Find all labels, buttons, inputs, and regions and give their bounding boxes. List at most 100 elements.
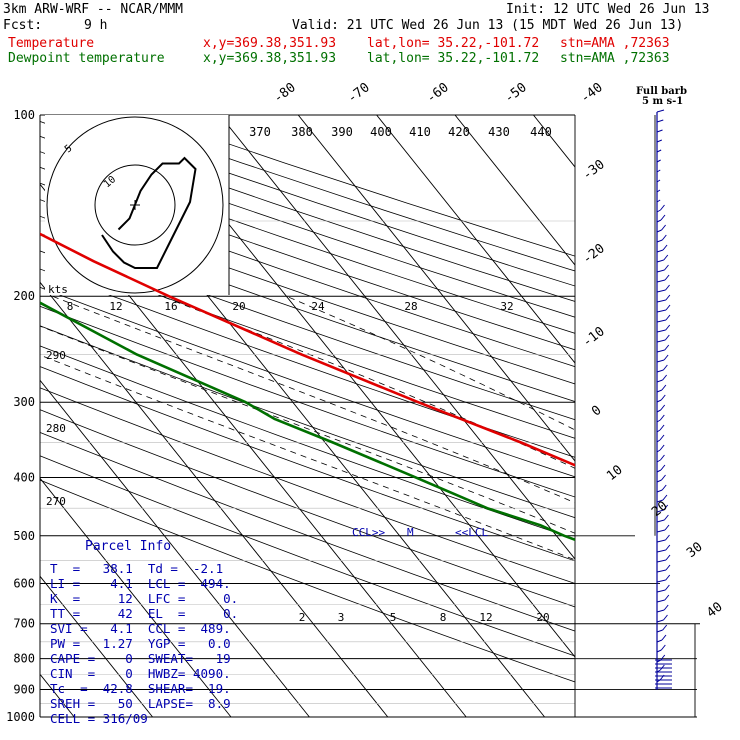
wind-barb-flag	[661, 474, 666, 481]
legend-temperature-station: stn=AMA ,72363	[560, 36, 670, 51]
pressure-tick-label: 900	[13, 682, 35, 696]
mixing-ratio-label: 3	[338, 611, 345, 624]
wind-barb-staff	[656, 239, 663, 243]
pressure-tick-label: 1000	[6, 710, 35, 724]
isotherm-line	[219, 115, 575, 560]
hodograph-speed-label: 12	[109, 300, 122, 313]
legend-dewpoint-station: stn=AMA ,72363	[560, 51, 670, 66]
isotherm-tick-label: 10	[604, 463, 626, 484]
wind-barb-flag	[659, 444, 665, 451]
theta-tick-label: 400	[370, 125, 392, 139]
isotherm-line	[297, 115, 575, 462]
legend-dewpoint-name: Dewpoint temperature	[8, 51, 165, 66]
mixing-ratio-label: 5	[390, 611, 397, 624]
wind-barb-staff	[656, 359, 665, 363]
isotherm-line	[612, 115, 740, 717]
moist-adiabat-label: 280	[46, 422, 66, 435]
parcel-row: CELL = 316/09	[50, 711, 148, 726]
parcel-row: SVI = 4.1 CCL = 489.	[50, 621, 231, 636]
wind-barb-flag	[662, 244, 668, 251]
pressure-tick-label: 600	[13, 576, 35, 590]
wind-barb-flag	[665, 544, 671, 551]
hodograph-speed-label: 8	[67, 300, 74, 313]
hodograph-speed-label: 24	[311, 300, 325, 313]
wind-barb-staff	[656, 489, 663, 493]
wind-barb-flag	[659, 424, 665, 431]
isotherm-line	[40, 379, 310, 718]
wind-barb-flag	[664, 334, 670, 341]
wind-barb-staff	[656, 609, 665, 613]
hodograph-ring	[46, 116, 224, 294]
isotherm-tick-label: -10	[580, 324, 608, 350]
init-time: Init: 12 UTC Wed 26 Jun 13	[506, 2, 710, 17]
moist-adiabat-label: 270	[46, 495, 66, 508]
wind-barb-staff	[656, 129, 663, 133]
isotherm-tick-label: 40	[704, 600, 726, 621]
wind-barb-flag	[664, 514, 669, 521]
hodograph-speed-label: 20	[232, 300, 245, 313]
wind-barb-staff	[656, 139, 663, 143]
wind-barb-staff	[656, 409, 661, 413]
wind-barb-staff	[656, 109, 665, 113]
dewpoint-profile-line	[40, 301, 575, 542]
mixing-ratio-label: 12	[479, 611, 492, 624]
model-title: 3km ARW-WRF -- NCAR/MMM	[3, 2, 184, 17]
wind-barb-staff	[656, 579, 666, 583]
theta-tick-label: 390	[331, 125, 353, 139]
wind-barb-staff	[656, 399, 662, 403]
wind-barb-flag	[659, 434, 665, 441]
parcel-row: SREH = 50 LAPSE= 8.9	[50, 696, 231, 711]
wind-barb-flag	[662, 374, 668, 381]
wind-barb-staff	[656, 249, 664, 253]
isotherm-line	[454, 115, 575, 266]
wind-barb-staff	[656, 589, 666, 593]
pressure-tick-label: 400	[13, 470, 35, 484]
moist-adiabat-line	[40, 354, 575, 561]
temperature-profile-line	[40, 232, 575, 467]
wind-barb-flag	[662, 364, 668, 371]
isotherm-tick-label: -50	[502, 80, 530, 106]
wind-barb-flag	[665, 534, 670, 541]
sounding-profiles	[40, 232, 575, 542]
wind-barb-staff	[656, 549, 666, 553]
theta-tick-label: 430	[488, 125, 510, 139]
wind-barb-flag	[660, 454, 665, 461]
parcel-info-title: Parcel Info	[85, 539, 172, 554]
wind-barb-flag	[663, 354, 669, 361]
wind-barb-flag	[660, 204, 665, 211]
mixing-ratio-line	[673, 583, 740, 717]
wind-barb-staff	[656, 119, 664, 123]
wind-barb-flag	[665, 314, 671, 321]
wind-barb-flag	[662, 624, 668, 631]
parcel-row: CAPE = 0 SWEAT= 19	[50, 651, 231, 666]
wind-barb-flag	[665, 324, 671, 331]
parcel-row: CIN = 0 HWBZ= 4090.	[50, 666, 231, 681]
isotherm-line	[40, 575, 153, 718]
wind-barb-flag	[663, 254, 669, 261]
wind-barb-flag	[661, 384, 667, 391]
isotherm-tick-label: -60	[424, 80, 452, 106]
wind-barb-flag	[661, 234, 667, 241]
mixing-ratio-line	[725, 583, 740, 717]
wind-barb-staff	[656, 309, 667, 313]
moist-adiabat-label: 290	[46, 349, 66, 362]
wind-barb-staff	[656, 219, 662, 223]
wind-barb-staff	[656, 149, 662, 153]
wind-barb-staff	[656, 349, 665, 353]
wind-barb-flag	[663, 604, 669, 611]
hodograph-speed-label: kts	[48, 283, 68, 296]
isotherm-tick-label: -80	[271, 80, 299, 106]
wind-barb-staff	[656, 469, 662, 473]
wind-barb-staff	[656, 389, 663, 393]
hodograph-ring-label: 5	[63, 143, 75, 155]
wind-barb-staff	[656, 369, 664, 373]
legend-dewpoint-latlon: lat,lon= 35.22,-101.72	[367, 51, 540, 66]
wind-barb-flag	[664, 524, 670, 531]
legend-temperature-xy: x,y=369.38,351.93	[203, 36, 337, 51]
theta-tick-label: 440	[530, 125, 552, 139]
pressure-tick-label: 200	[13, 289, 35, 303]
wind-barb-flag	[660, 394, 666, 401]
wind-barb-staff	[656, 519, 665, 523]
